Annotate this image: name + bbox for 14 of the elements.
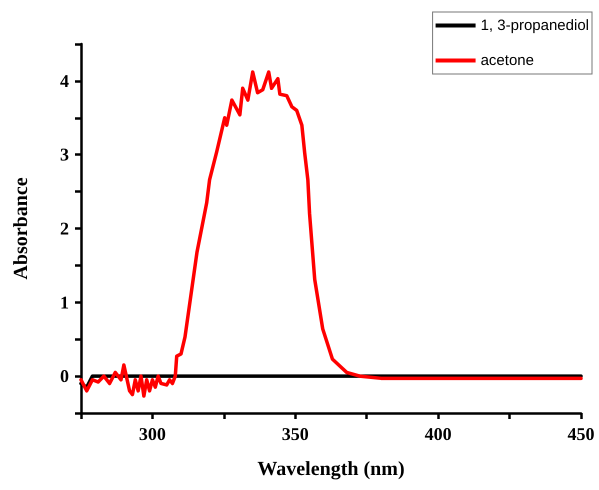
y-tick-label: 1 (60, 292, 69, 312)
y-tick-label: 3 (60, 144, 69, 165)
y-tick-label: 2 (60, 218, 69, 238)
legend-label: acetone (480, 52, 534, 69)
legend-label: 1, 3-propanediol (480, 17, 590, 34)
x-tick-label: 300 (138, 424, 166, 444)
y-tick-label: 4 (60, 70, 69, 91)
y-axis-title: Absorbance (10, 177, 32, 280)
x-axis-title: Wavelength (nm) (257, 458, 405, 480)
y-tick-label: 0 (60, 366, 69, 386)
line-series (79, 70, 583, 398)
x-tick-label: 450 (568, 424, 594, 444)
x-tick-label: 400 (424, 424, 452, 444)
x-tick-label: 350 (282, 424, 309, 444)
